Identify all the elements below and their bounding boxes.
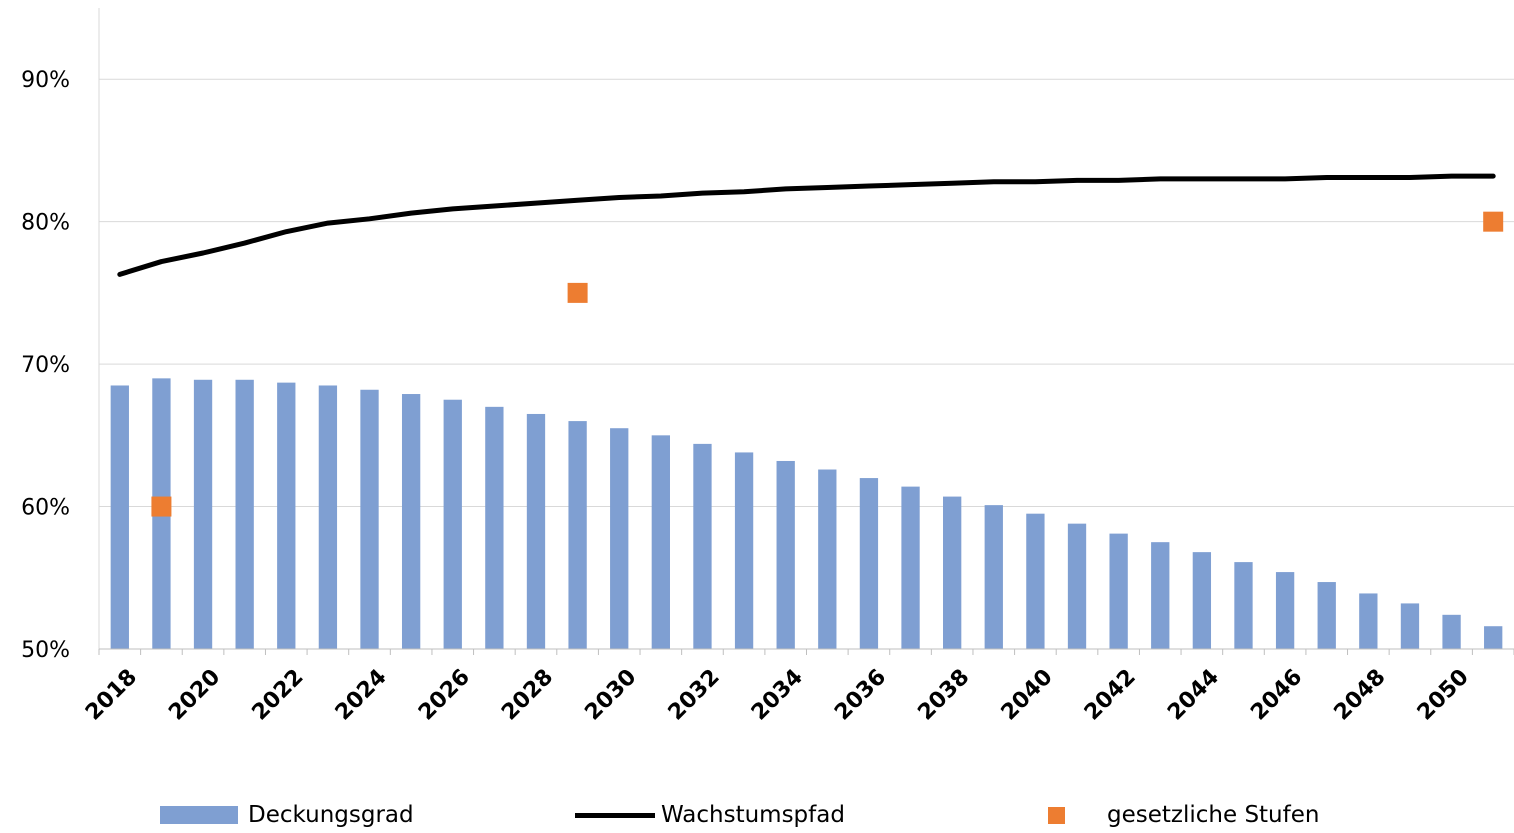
bar-deckungsgrad: [1026, 513, 1045, 649]
y-tick-label: 70%: [21, 353, 70, 378]
line-wachstumspfad: [117, 173, 1496, 277]
bar-deckungsgrad: [943, 496, 962, 649]
bar-deckungsgrad: [110, 385, 129, 649]
legend-swatch-wachstumspfad: [575, 812, 655, 818]
bar-deckungsgrad: [1151, 542, 1170, 649]
legend-item-deckungsgrad: Deckungsgrad: [160, 798, 414, 832]
x-tick-label: 2040: [997, 665, 1058, 726]
x-tick-label: 2036: [830, 665, 891, 726]
legend-item-wachstumspfad: Wachstumspfad: [575, 798, 845, 832]
bar-deckungsgrad: [610, 428, 629, 649]
bar-deckungsgrad: [193, 379, 213, 649]
bar-deckungsgrad: [693, 443, 712, 649]
x-tick-label: 2028: [497, 665, 558, 726]
bar-deckungsgrad: [1109, 533, 1128, 649]
legend: Deckungsgrad Wachstumspfad gesetzliche S…: [0, 798, 1514, 832]
bar-deckungsgrad: [1067, 523, 1087, 649]
gridlines: [99, 78, 1514, 508]
bar-deckungsgrad: [443, 399, 462, 649]
legend-label-wachstumspfad: Wachstumspfad: [661, 802, 845, 828]
bar-deckungsgrad: [734, 452, 754, 649]
bar-deckungsgrad: [401, 394, 421, 649]
bar-deckungsgrad: [360, 389, 379, 649]
x-tick-label: 2030: [580, 665, 641, 726]
bar-deckungsgrad: [818, 469, 837, 649]
marker-gesetzliche-stufe: [567, 282, 588, 303]
x-tick-label: 2032: [664, 665, 725, 726]
bar-deckungsgrad: [984, 505, 1003, 649]
bars: [110, 378, 1503, 649]
x-tick-label: 2048: [1330, 665, 1391, 726]
bar-deckungsgrad: [318, 385, 338, 649]
x-tick-label: 2044: [1163, 665, 1224, 726]
legend-swatch-gesetzliche-stufen: [1048, 806, 1065, 824]
x-tick-label: 2046: [1246, 665, 1307, 726]
markers: [151, 211, 1504, 517]
bar-deckungsgrad: [651, 435, 670, 649]
x-tick-label: 2034: [747, 665, 808, 726]
x-tick-label: 2042: [1080, 665, 1141, 726]
bar-deckungsgrad: [485, 406, 504, 649]
x-tick-label: 2050: [1413, 665, 1474, 726]
y-tick-label: 60%: [21, 496, 70, 521]
x-tick-label: 2026: [414, 665, 475, 726]
bar-deckungsgrad: [776, 460, 795, 649]
y-tick-label: 50%: [21, 638, 70, 663]
bar-deckungsgrad: [1317, 582, 1336, 649]
axes: [98, 8, 1514, 655]
bar-deckungsgrad: [568, 421, 587, 649]
legend-item-gesetzliche-stufen: gesetzliche Stufen: [1048, 798, 1319, 832]
bar-deckungsgrad: [1442, 614, 1461, 649]
x-tick-label: 2022: [248, 665, 309, 726]
x-tick-label: 2024: [331, 665, 392, 726]
bar-deckungsgrad: [1275, 572, 1295, 649]
legend-label-deckungsgrad: Deckungsgrad: [248, 802, 414, 828]
y-tick-label: 90%: [21, 68, 70, 93]
marker-gesetzliche-stufe: [1483, 211, 1504, 232]
x-tick-label: 2038: [913, 665, 974, 726]
bar-deckungsgrad: [859, 478, 879, 649]
legend-swatch-deckungsgrad: [160, 806, 238, 824]
bar-deckungsgrad: [235, 379, 254, 649]
x-tick-label: 2018: [81, 665, 142, 726]
bar-deckungsgrad: [526, 413, 546, 649]
bar-deckungsgrad: [901, 486, 920, 649]
bar-deckungsgrad: [1484, 626, 1503, 649]
x-tick-label: 2020: [164, 665, 225, 726]
y-tick-label: 80%: [21, 211, 70, 236]
bar-deckungsgrad: [1400, 603, 1420, 649]
bar-deckungsgrad: [1192, 552, 1212, 649]
bar-deckungsgrad: [1359, 593, 1378, 649]
marker-gesetzliche-stufe: [151, 496, 172, 517]
bar-deckungsgrad: [277, 382, 296, 649]
lines: [117, 173, 1496, 277]
legend-label-gesetzliche-stufen: gesetzliche Stufen: [1107, 802, 1320, 828]
bar-deckungsgrad: [1234, 562, 1253, 649]
